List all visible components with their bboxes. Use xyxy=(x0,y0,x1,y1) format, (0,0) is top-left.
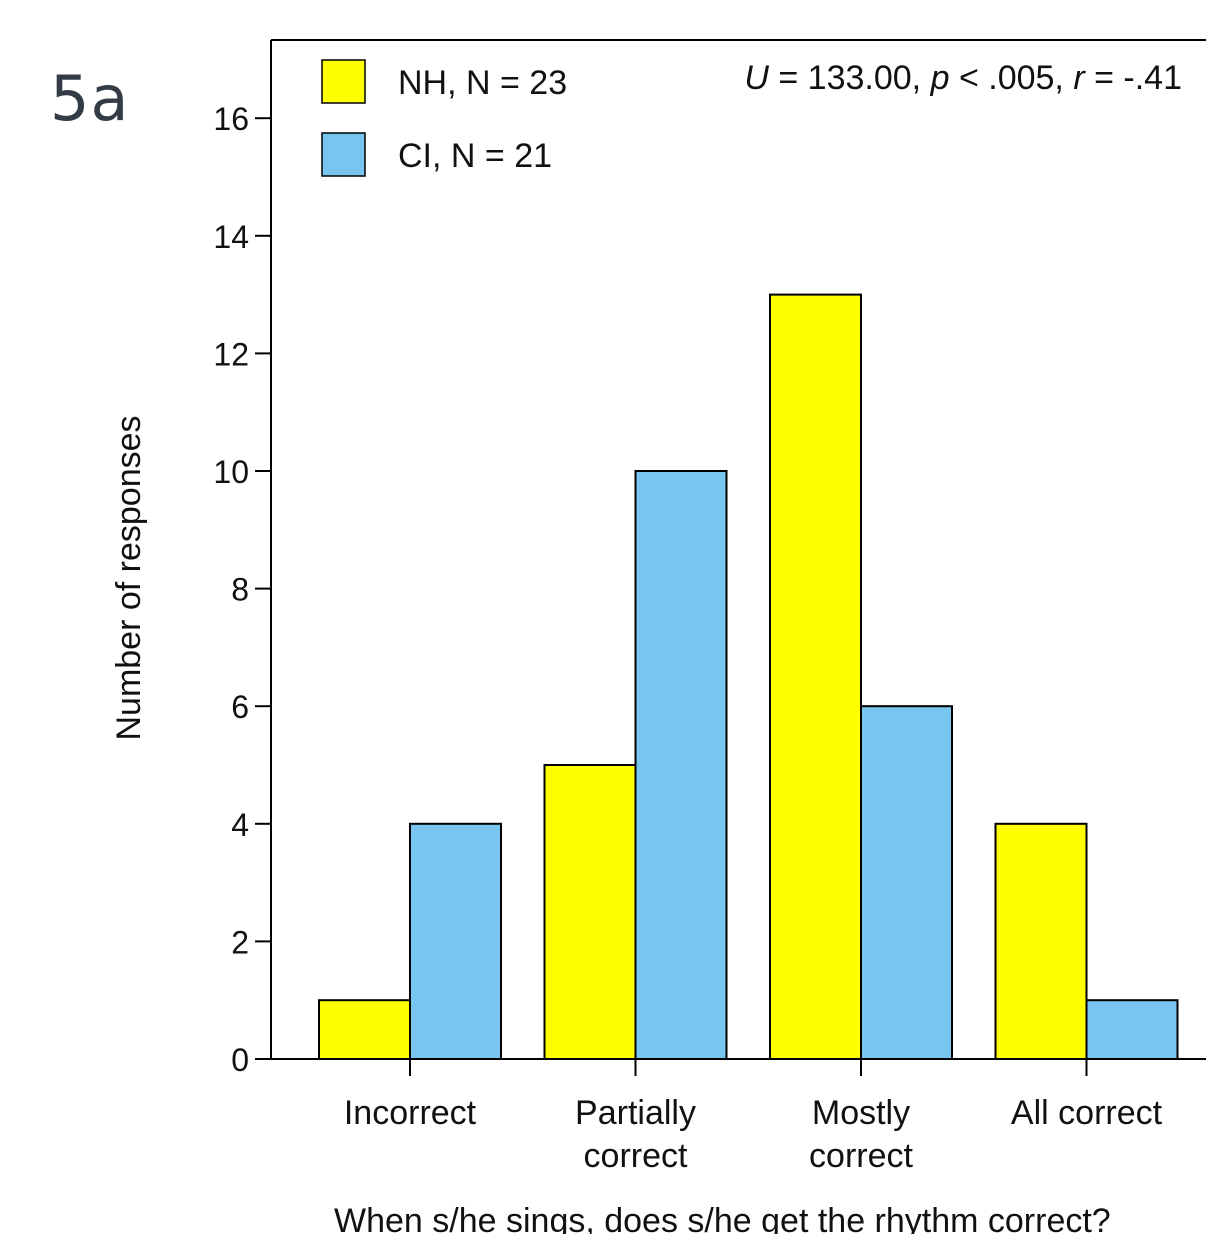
y-tick-label: 8 xyxy=(231,572,249,608)
x-tick-label: Partially correct xyxy=(575,1094,696,1175)
x-axis-label: When s/he sings, does s/he get the rhyth… xyxy=(334,1202,1111,1234)
y-tick-label: 12 xyxy=(213,336,249,372)
y-tick-label: 6 xyxy=(231,689,249,725)
stat-annotation: U = 133.00, p < .005, r = -.41 xyxy=(744,59,1182,97)
bar-ci xyxy=(1085,999,1179,1061)
bar-ci xyxy=(634,470,728,1060)
y-tick-label: 0 xyxy=(231,1042,249,1078)
bar-ci xyxy=(860,705,953,1060)
bar-nh xyxy=(318,999,411,1061)
bar-nh xyxy=(769,293,862,1061)
legend-item-ci: CI, N = 21 xyxy=(321,132,552,177)
legend: NH, N = 23 CI, N = 21 xyxy=(321,59,567,177)
y-tick-label: 14 xyxy=(213,219,249,255)
bar-nh xyxy=(543,764,637,1060)
bar-ci xyxy=(409,822,502,1060)
y-tick-label: 2 xyxy=(231,924,249,960)
legend-swatch xyxy=(321,59,366,104)
y-tick-label: 10 xyxy=(213,454,249,490)
legend-label: NH, N = 23 xyxy=(398,64,567,102)
x-tick-label: All correct xyxy=(1011,1094,1163,1132)
panel-label: 5a xyxy=(50,62,130,135)
x-tick-label: Mostly correct xyxy=(809,1094,913,1175)
legend-item-nh: NH, N = 23 xyxy=(321,59,567,104)
y-axis: 0 2 4 6 8 10 12 14 16 xyxy=(213,101,271,1078)
bar-nh xyxy=(994,822,1088,1060)
y-axis-label: Number of responses xyxy=(110,415,148,740)
y-tick-label: 4 xyxy=(231,807,249,843)
legend-label: CI, N = 21 xyxy=(398,137,552,175)
x-axis: Incorrect Partially correct Mostly correct Al… xyxy=(344,1059,1163,1175)
bars xyxy=(318,293,1179,1061)
y-tick-label: 16 xyxy=(213,101,249,137)
x-tick-label: Incorrect xyxy=(344,1094,477,1132)
legend-swatch xyxy=(321,132,366,177)
